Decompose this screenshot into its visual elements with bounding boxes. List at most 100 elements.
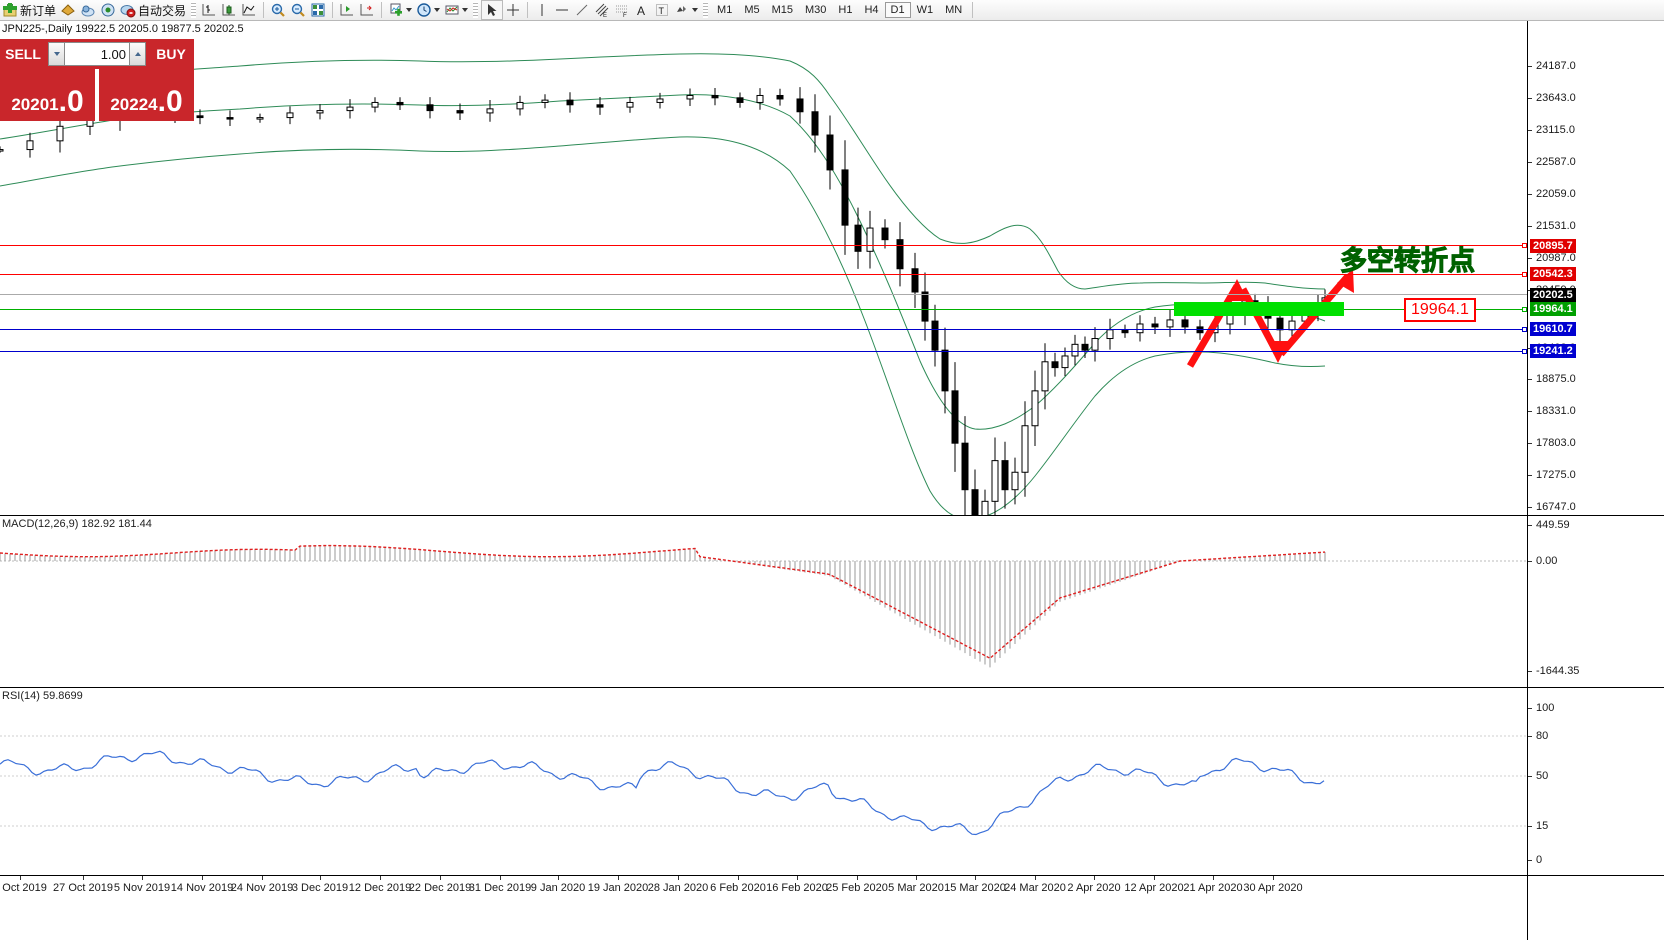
price-level-line[interactable] [0,274,1527,275]
price-chip[interactable]: 20202.5 [1530,288,1576,302]
zoom-out-button[interactable] [288,0,308,20]
date-label: 12 Apr 2020 [1124,882,1184,894]
level-line-handle[interactable] [1522,327,1527,332]
line-chart-button[interactable] [239,0,259,20]
price-axis[interactable]: 24187.0 23643.0 23115.0 22587.0 22059.0 21531… [1527,21,1664,566]
fibonacci-button[interactable]: F [612,0,632,20]
svg-text:T: T [659,6,665,16]
date-tick [440,876,441,880]
date-label: 21 Apr 2020 [1183,882,1243,894]
price-level-line[interactable] [0,294,1527,295]
timeframe-m30[interactable]: M30 [805,4,827,16]
price-pane[interactable]: 多空转折点 19964.1 24187.0 23643.0 23115.0 22587… [0,21,1664,566]
svg-text:F: F [623,13,627,18]
toolbar-grip-3[interactable] [703,2,709,18]
signals-button[interactable] [98,0,118,20]
period-button[interactable] [414,0,442,20]
buy-button[interactable]: BUY [148,39,194,69]
volume-input[interactable]: 1.00 [65,42,129,66]
timeframe-d1[interactable]: D1 [884,2,911,18]
date-label: 14 Nov 2019 [170,882,234,894]
level-line-handle[interactable] [1522,272,1527,277]
crosshair-icon [505,2,521,18]
chart-shift-button[interactable] [337,0,357,20]
data-window-button[interactable] [78,0,98,20]
shapes-button[interactable] [672,0,700,20]
price-chip[interactable]: 19610.7 [1530,322,1576,336]
price-chip[interactable]: 20542.3 [1530,267,1576,281]
price-chip[interactable]: 19241.2 [1530,344,1576,358]
date-label: 16 Feb 2020 [766,882,828,894]
price-level-line[interactable] [0,329,1527,330]
date-label: 15 Mar 2020 [944,882,1006,894]
timeframe-mn[interactable]: MN [945,4,963,16]
toolbar-grip[interactable] [191,2,197,18]
new-order-button[interactable]: 新订单 [0,0,58,20]
bar-chart-button[interactable] [199,0,219,20]
text-label-button[interactable]: T [652,0,672,20]
timeframe-m15[interactable]: M15 [771,4,793,16]
fibonacci-icon: F [614,2,630,18]
crosshair-button[interactable] [503,0,523,20]
date-label: 31 Dec 2019 [468,882,532,894]
price-level-line[interactable] [0,309,1527,310]
candlestick-chart-button[interactable] [219,0,239,20]
date-tick [916,876,917,880]
timeframe-w1[interactable]: W1 [916,4,934,16]
trendline-button[interactable] [572,0,592,20]
period-caret-icon[interactable] [434,8,441,12]
rsi-axis[interactable]: 100 80 50 15 0 [1527,688,1664,875]
price-level-line[interactable] [0,351,1527,352]
cursor-button[interactable] [481,0,504,20]
price-chip[interactable]: 20895.7 [1530,239,1576,253]
expert-advisor-button[interactable] [58,0,78,20]
volume-decrease-button[interactable] [48,42,65,66]
toolbar-separator [263,2,265,18]
timeframe-m1[interactable]: M1 [717,4,733,16]
level-line-handle[interactable] [1522,243,1527,248]
axis-tick: 0.00 [1528,555,1557,567]
timeframe-m5[interactable]: M5 [744,4,760,16]
macd-plot-area[interactable]: MACD(12,26,9) 182.92 181.44 [0,516,1527,687]
sell-price-display[interactable]: 20201 .0 [0,69,95,121]
level-line-handle[interactable] [1522,307,1527,312]
tile-windows-button[interactable] [308,0,328,20]
svg-text:A: A [637,4,645,18]
macd-axis[interactable]: 449.59 0.00 -1644.35 [1527,516,1664,687]
shapes-caret-icon[interactable] [692,8,699,12]
level-line-handle[interactable] [1522,349,1527,354]
templates-caret-icon[interactable] [462,8,469,12]
templates-button[interactable] [442,0,470,20]
axis-tick: 17275.0 [1528,469,1576,481]
price-plot-area[interactable]: 多空转折点 19964.1 [0,21,1527,515]
chart-container[interactable]: 多空转折点 19964.1 24187.0 23643.0 23115.0 22587… [0,21,1664,940]
order-panel-top-row: SELL 1.00 BUY [0,39,194,69]
macd-pane[interactable]: MACD(12,26,9) 182.92 181.44 449.59 0.00 -1… [0,515,1664,687]
timeframe-h1[interactable]: H1 [838,4,853,16]
volume-increase-button[interactable] [129,42,146,66]
horizontal-line-button[interactable] [552,0,572,20]
date-tick [83,876,84,880]
toolbar-grip-2[interactable] [473,2,479,18]
axis-tick: 17803.0 [1528,437,1576,449]
zoom-in-button[interactable] [268,0,288,20]
vertical-line-button[interactable] [532,0,552,20]
price-chip[interactable]: 19964.1 [1530,302,1576,316]
auto-scroll-button[interactable] [357,0,377,20]
timeframe-h4[interactable]: H4 [864,4,879,16]
price-level-line[interactable] [0,245,1527,246]
add-indicator-button[interactable] [386,0,414,20]
sell-button[interactable]: SELL [0,39,46,69]
autotrade-button[interactable]: 自动交易 [118,0,188,20]
volume-control[interactable]: 1.00 [46,39,148,69]
one-click-trading-panel[interactable]: SELL 1.00 BUY 20201 . [0,39,194,121]
equidistant-channel-button[interactable]: E [592,0,612,20]
axis-tick: 0 [1528,854,1542,866]
rsi-plot-area[interactable]: RSI(14) 59.8699 [0,688,1527,875]
add-indicator-caret-icon[interactable] [406,8,413,12]
buy-price-display[interactable]: 20224 .0 [99,69,194,121]
date-label: 8 Oct 2019 [0,882,47,894]
rsi-pane[interactable]: RSI(14) 59.8699 100 80 50 15 0 [0,687,1664,875]
candlestick-series [0,87,1329,515]
text-button[interactable]: A [632,0,652,20]
